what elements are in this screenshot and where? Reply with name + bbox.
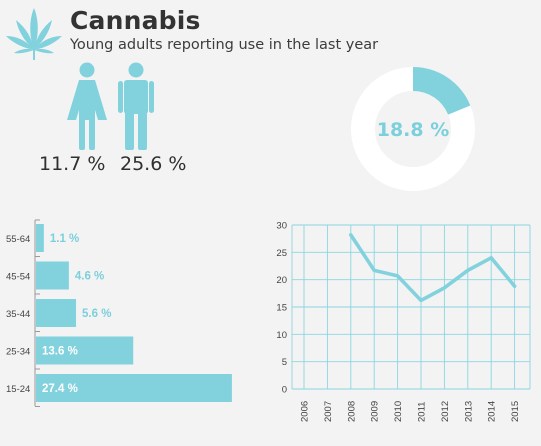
- y-tick-label: 10: [276, 330, 287, 341]
- bar-category-label: 55-64: [6, 234, 30, 245]
- page-title: Cannabis: [70, 6, 201, 35]
- donut-chart: 18.8 %: [351, 67, 475, 191]
- bar-category-label: 45-54: [6, 272, 30, 283]
- x-tick-label: 2007: [323, 401, 334, 422]
- x-tick-label: 2012: [440, 401, 451, 422]
- y-tick-label: 15: [276, 303, 287, 314]
- x-tick-label: 2009: [370, 401, 381, 422]
- y-tick-label: 30: [276, 221, 287, 232]
- y-tick-label: 0: [282, 385, 287, 396]
- x-tick-label: 2011: [417, 402, 428, 422]
- bar-value-label: 27.4 %: [42, 383, 78, 395]
- x-tick-label: 2006: [300, 401, 311, 422]
- cannabis-leaf-icon: [6, 8, 62, 60]
- x-tick-label: 2008: [346, 401, 357, 422]
- bar-45-54: [36, 261, 69, 290]
- bar-25-34: [36, 336, 134, 365]
- bar-55-64: [36, 224, 44, 252]
- bar-35-44: [36, 299, 77, 327]
- x-tick-label: 2015: [510, 401, 521, 422]
- male-icon: [118, 62, 154, 150]
- bar-value-label: 1.1 %: [50, 233, 79, 245]
- bar-15-24: [36, 374, 232, 402]
- donut-value-label: 18.8 %: [377, 119, 450, 141]
- donut-slice: [413, 67, 471, 115]
- female-icon: [67, 62, 107, 150]
- bar-value-label: 5.6 %: [82, 308, 111, 320]
- age-bar-chart: 55-64 1.1 % 45-54 4.6 % 35-44 5.6 % 25-34 13.6 …: [6, 219, 232, 407]
- bar-category-label: 35-44: [6, 309, 30, 320]
- y-tick-label: 20: [276, 275, 287, 286]
- male-percentage: 25.6 %: [120, 153, 187, 175]
- page-subtitle: Young adults reporting use in the last y…: [70, 37, 379, 53]
- female-percentage: 11.7 %: [39, 153, 106, 175]
- trend-line-chart: 0 5 10 15 20 25 30 2006 2007 2008 2009 2010 2011 2012…: [276, 221, 531, 422]
- x-tick-label: 2013: [463, 401, 474, 422]
- bar-value-label: 4.6 %: [75, 271, 104, 283]
- y-tick-label: 5: [282, 357, 287, 368]
- trend-line: [348, 233, 517, 303]
- bar-category-label: 25-34: [6, 347, 30, 358]
- bar-value-label: 13.6 %: [42, 346, 78, 358]
- x-tick-label: 2014: [487, 401, 498, 422]
- bar-category-label: 15-24: [6, 384, 30, 395]
- x-tick-label: 2010: [393, 401, 404, 422]
- y-tick-label: 25: [276, 248, 287, 259]
